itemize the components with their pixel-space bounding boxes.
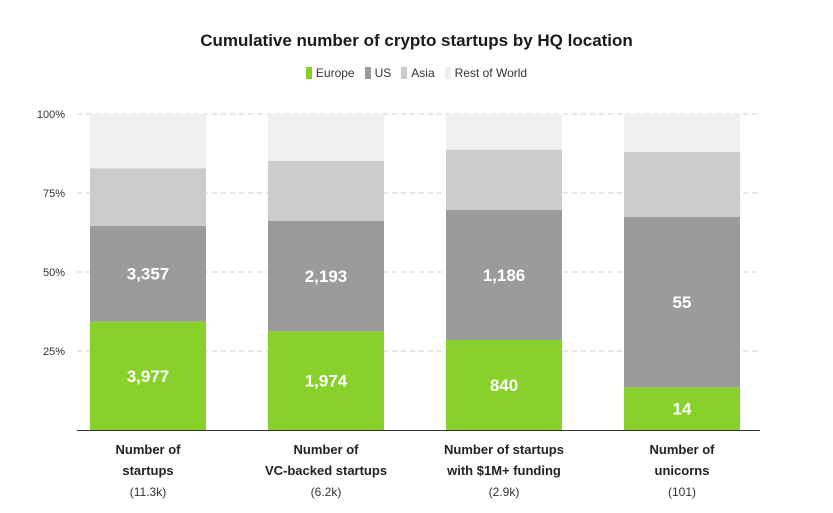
data-label-europe-2: 840 <box>490 376 518 395</box>
bar-segment-europe-1 <box>268 331 384 430</box>
bar-segment-asia-1 <box>268 160 384 221</box>
category-label-0-line-1: Number of <box>116 442 182 457</box>
bar-segment-asia-2 <box>446 149 562 210</box>
data-label-europe-3: 14 <box>673 400 692 419</box>
legend-item-europe: Europe <box>305 66 355 80</box>
category-label-3-line-2: unicorns <box>655 463 710 478</box>
bar-segment-rest-of-world-3 <box>624 114 740 152</box>
category-label-0-line-2: startups <box>122 463 173 478</box>
bar-segment-us-1 <box>268 220 384 332</box>
legend-swatch-europe <box>305 67 312 79</box>
bar-segment-europe-2 <box>446 339 562 430</box>
bar-segment-rest-of-world-0 <box>90 114 206 169</box>
category-label-2-line-1: Number of startups <box>444 442 564 457</box>
category-label-2-line-2: with $1M+ funding <box>446 463 561 478</box>
data-label-europe-1: 1,974 <box>305 372 348 391</box>
y-tick-label-100: 100% <box>37 109 65 121</box>
data-label-us-0: 3,357 <box>127 265 170 284</box>
bar-segment-europe-0 <box>90 321 206 430</box>
bar-segment-us-3 <box>624 216 740 388</box>
y-tick-label-75: 75% <box>43 188 65 200</box>
category-sublabel-2: (2.9k) <box>489 485 520 499</box>
category-label-3-line-1: Number of <box>650 442 716 457</box>
bar-segment-asia-3 <box>624 151 740 217</box>
category-label-1-line-1: Number of <box>294 442 360 457</box>
category-label-1-line-2: VC-backed startups <box>265 463 387 478</box>
bar-segment-rest-of-world-2 <box>446 114 562 150</box>
legend-swatch-rest-of-world <box>444 67 451 79</box>
data-label-us-3: 55 <box>673 293 692 312</box>
legend-item-us: US <box>364 66 392 80</box>
legend-label-us: US <box>374 66 392 80</box>
legend-swatch-asia <box>401 67 408 79</box>
bar-segment-rest-of-world-1 <box>268 114 384 161</box>
bar-segment-us-0 <box>90 225 206 322</box>
legend-swatch-us <box>364 67 371 79</box>
category-sublabel-3: (101) <box>668 485 696 499</box>
bar-segment-asia-0 <box>90 168 206 226</box>
legend-label-europe: Europe <box>315 66 355 80</box>
data-label-europe-0: 3,977 <box>127 367 170 386</box>
category-sublabel-0: (11.3k) <box>130 485 166 499</box>
chart-title: Cumulative number of crypto startups by … <box>200 31 633 50</box>
bar-segment-europe-3 <box>624 387 740 430</box>
data-label-us-1: 2,193 <box>305 267 348 286</box>
legend: Europe US Asia Rest of World <box>0 66 833 80</box>
data-label-us-2: 1,186 <box>483 266 526 285</box>
y-tick-label-50: 50% <box>43 267 65 279</box>
bar-segment-us-2 <box>446 209 562 340</box>
legend-item-asia: Asia <box>401 66 435 80</box>
legend-label-asia: Asia <box>411 66 435 80</box>
category-sublabel-1: (6.2k) <box>311 485 342 499</box>
y-tick-label-25: 25% <box>43 346 65 358</box>
legend-item-rest-of-world: Rest of World <box>444 66 528 80</box>
legend-label-rest-of-world: Rest of World <box>454 66 528 80</box>
